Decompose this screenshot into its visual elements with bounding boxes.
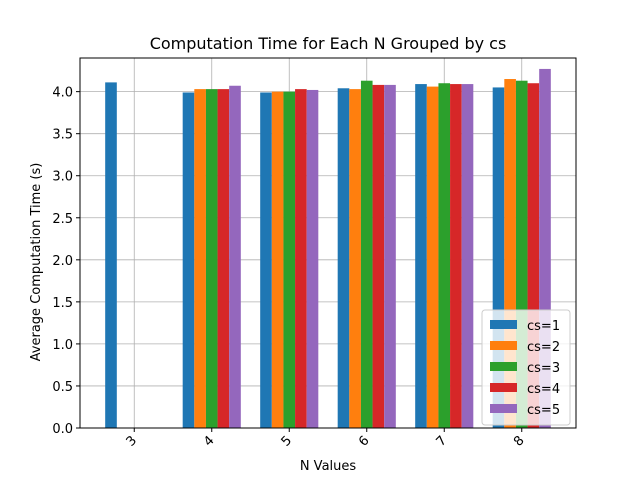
legend-box (481, 309, 571, 426)
legend-label: cs=2 (527, 340, 560, 355)
x-axis-label: N Values (300, 459, 357, 474)
y-tick-label: 1.5 (52, 296, 73, 311)
bar-cs2-n6 (349, 89, 361, 428)
bar-cs1-n7 (415, 84, 427, 429)
chart-title: Computation Time for Each N Grouped by c… (150, 34, 507, 53)
bar-cs4-n6 (372, 84, 385, 428)
bar-cs4-n5 (295, 89, 307, 428)
bar-cs3-n7 (438, 83, 451, 429)
bar-cs1-n8 (492, 87, 505, 428)
legend-label: cs=4 (527, 382, 560, 397)
y-tick-label: 2.5 (52, 212, 73, 227)
y-tick-label: 1.0 (52, 338, 73, 353)
bar-cs2-n7 (426, 86, 439, 428)
bar-cs5-n5 (306, 89, 319, 429)
legend: cs=1 cs=2 cs=3 cs=4 cs=5 (481, 309, 571, 426)
bars (105, 68, 551, 429)
bar-cs1-n4 (182, 92, 195, 429)
bar-cs2-n8 (504, 79, 516, 428)
legend-swatch (490, 404, 517, 413)
legend-swatch (490, 383, 517, 392)
y-tick-label: 0.5 (52, 380, 73, 395)
legend-label: cs=1 (527, 319, 560, 334)
bar-cs1-n3 (105, 82, 117, 429)
bar-cs2-n4 (194, 89, 206, 428)
y-tick-label: 3.0 (52, 170, 73, 185)
bar-cs3-n8 (515, 80, 528, 429)
bar-cs1-n6 (337, 88, 350, 428)
bar-cs4-n4 (217, 89, 230, 428)
bar-cs4-n8 (527, 83, 540, 429)
bar-cs3-n6 (360, 80, 373, 429)
bar-cs5-n7 (461, 84, 474, 429)
y-axis-label: Average Computation Time (s) (29, 163, 44, 362)
y-tick-label: 2.0 (52, 254, 73, 269)
y-tick-label: 4.0 (52, 86, 73, 101)
bar-cs3-n4 (205, 89, 218, 428)
y-tick-label: 0.0 (52, 422, 73, 437)
legend-swatch (490, 320, 517, 329)
bar-cs1-n5 (260, 92, 272, 429)
bar-cs4-n7 (450, 84, 462, 429)
bar-cs5-n4 (229, 85, 241, 428)
legend-label: cs=3 (527, 361, 560, 376)
plot-frame (79, 57, 577, 429)
legend-swatch (490, 341, 517, 350)
legend-swatch (490, 362, 517, 371)
y-tick-label: 3.5 (52, 128, 73, 143)
bar-cs3-n5 (283, 91, 296, 429)
legend-label: cs=5 (527, 403, 560, 418)
y-axis: 0.0 0.5 1.0 1.5 2.0 2.5 3.0 3.5 4.0 (52, 86, 80, 437)
bar-cs2-n5 (271, 91, 284, 429)
bar-cs5-n8 (539, 68, 551, 428)
bar-cs5-n6 (384, 84, 396, 428)
